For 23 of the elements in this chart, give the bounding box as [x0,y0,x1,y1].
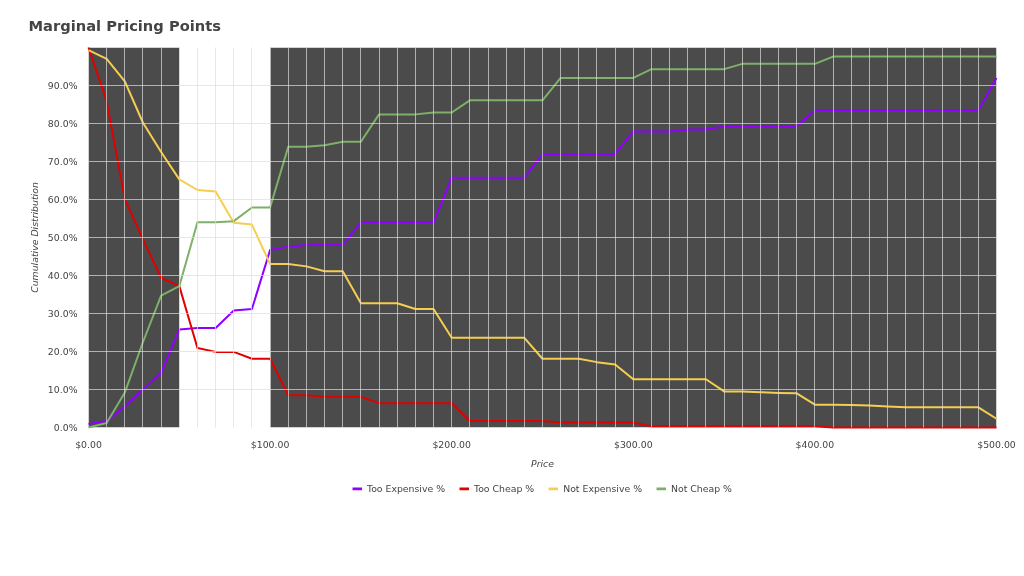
x-tick-label: $400.00 [795,438,835,450]
y-tick-label: 20.0% [47,346,78,357]
y-tick-label: 30.0% [47,308,78,319]
y-tick-label: 80.0% [47,118,78,129]
y-tick-label: 0.0% [53,422,78,433]
y-tick-label: 10.0% [47,384,78,395]
y-tick-label: 60.0% [47,194,78,205]
legend-label: Too Expensive % [367,482,446,494]
chart-title: Marginal Pricing Points [28,16,222,34]
legend-label: Too Cheap % [474,482,535,494]
y-tick-label: 70.0% [47,156,78,167]
y-tick-label: 50.0% [47,232,78,243]
x-tick-label: $300.00 [614,438,653,450]
x-tick-label: $0.00 [75,438,102,450]
x-tick-label: $200.00 [432,438,472,450]
y-tick-label: 90.0% [47,80,78,91]
legend-label: Not Expensive % [563,482,643,494]
legend-label: Not Cheap % [671,482,732,494]
y-tick-label: 40.0% [47,270,78,281]
x-axis-title: Price [531,457,555,469]
y-axis-title: Cumulative Distribution [28,182,40,293]
x-tick-label: $100.00 [250,438,290,450]
x-tick-label: $500.00 [977,438,1016,450]
